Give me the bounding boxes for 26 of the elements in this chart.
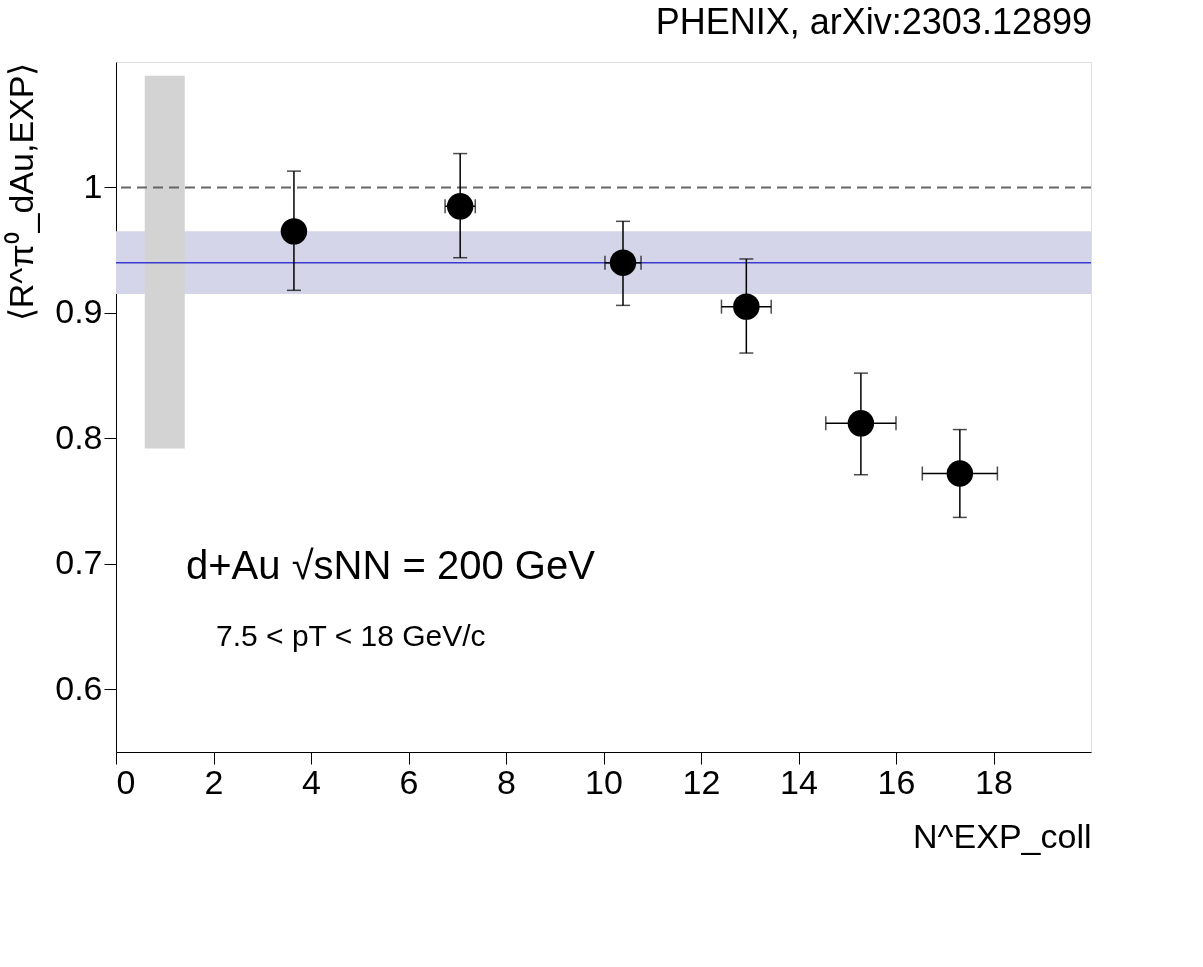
x-tick-label: 18: [975, 762, 1013, 801]
x-tick-label: 6: [399, 762, 419, 801]
point: [733, 293, 760, 320]
x-tick-label: 14: [780, 762, 818, 801]
x-tick-label: 4: [302, 762, 321, 801]
x-tick-label: 10: [585, 762, 623, 801]
x-tick-label: 0: [116, 762, 136, 801]
point: [280, 218, 308, 245]
point: [446, 193, 474, 220]
y-tick-label: 0.7: [55, 543, 103, 582]
y-tick-label: 1: [83, 166, 103, 205]
y-tick-label: 0.6: [55, 668, 103, 707]
x-tick-label: 12: [682, 762, 721, 801]
y-tick-label: 0.8: [55, 417, 103, 456]
point: [609, 249, 637, 276]
annotation: d+Au √sNN = 200 GeV: [186, 543, 596, 587]
y-axis-title: ⟨R^π⁰_dAu,EXP⟩: [2, 62, 41, 322]
annotation: 7.5 < pT < 18 GeV/c: [216, 619, 486, 652]
x-tick-label: 16: [877, 762, 916, 801]
chart-title: PHENIX, arXiv:2303.12899: [655, 1, 1092, 42]
x-tick-label: 8: [497, 762, 516, 801]
y-tick-label: 0.9: [55, 292, 103, 331]
x-axis-title: N^EXP_coll: [913, 816, 1092, 855]
x-tick-label: 2: [204, 762, 224, 801]
point: [847, 410, 875, 437]
point: [946, 460, 974, 487]
